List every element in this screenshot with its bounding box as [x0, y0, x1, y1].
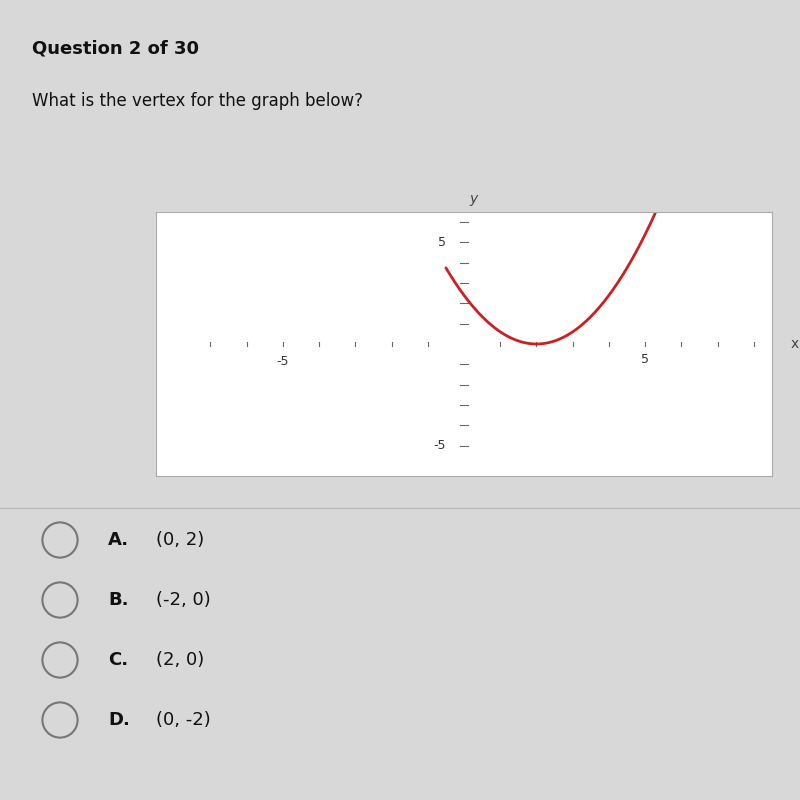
Text: (2, 0): (2, 0)	[156, 651, 204, 669]
Text: 5: 5	[641, 353, 649, 366]
Text: (0, 2): (0, 2)	[156, 531, 204, 549]
Text: (0, -2): (0, -2)	[156, 711, 210, 729]
Text: A.: A.	[108, 531, 129, 549]
Text: 5: 5	[438, 236, 446, 249]
Text: Question 2 of 30: Question 2 of 30	[32, 40, 199, 58]
Text: (-2, 0): (-2, 0)	[156, 591, 210, 609]
Text: C.: C.	[108, 651, 128, 669]
Text: -5: -5	[277, 355, 289, 368]
Text: D.: D.	[108, 711, 130, 729]
Text: x: x	[790, 337, 798, 351]
Text: y: y	[469, 192, 477, 206]
Text: -5: -5	[434, 439, 446, 452]
Text: What is the vertex for the graph below?: What is the vertex for the graph below?	[32, 92, 363, 110]
Text: B.: B.	[108, 591, 129, 609]
